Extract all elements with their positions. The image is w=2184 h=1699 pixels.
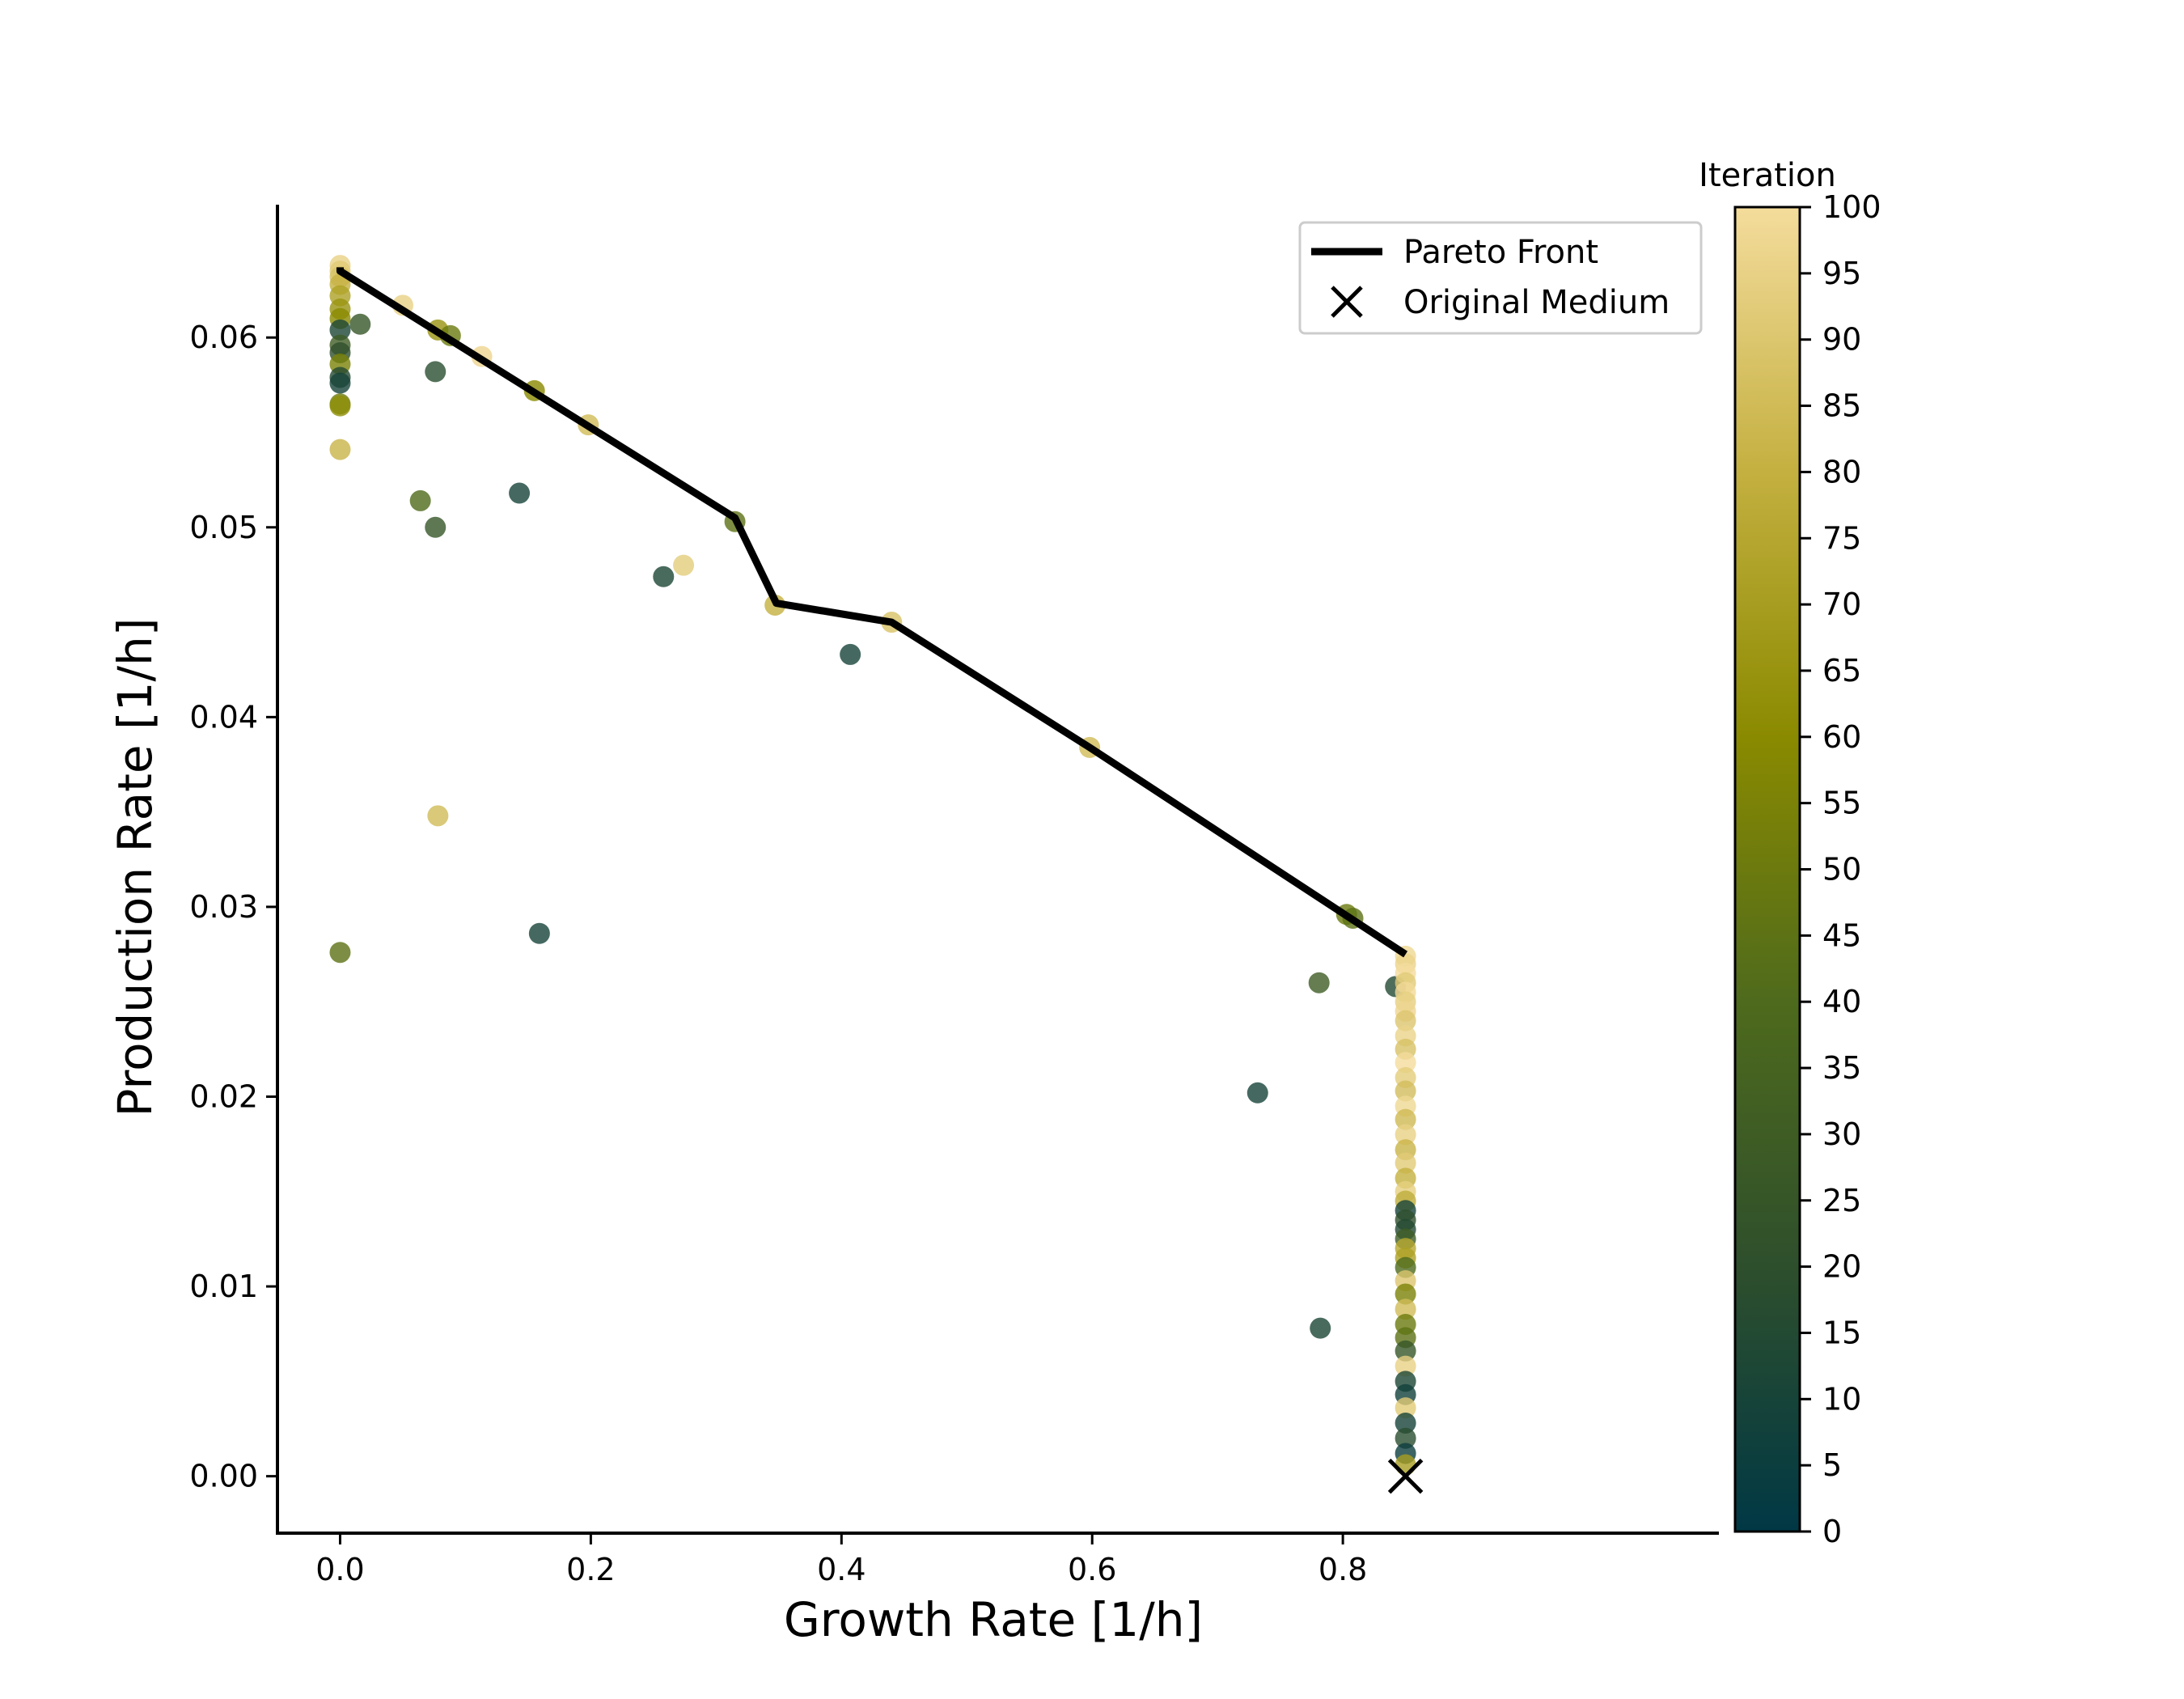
y-tick-label: 0.04	[189, 699, 258, 735]
data-point	[1395, 1427, 1416, 1449]
y-tick-label: 0.01	[189, 1269, 258, 1304]
colorbar-tick-label: 100	[1822, 189, 1881, 225]
data-point	[840, 643, 861, 665]
y-tick-label: 0.00	[189, 1459, 258, 1494]
colorbar-tick-label: 75	[1822, 520, 1861, 556]
pareto-front-layer	[336, 267, 1408, 958]
colorbar-tick-label: 50	[1822, 852, 1861, 888]
colorbar-tick-label: 10	[1822, 1381, 1861, 1417]
scatter-points	[329, 255, 1416, 1476]
x-tick-label: 0.2	[566, 1552, 615, 1587]
colorbar-tick-label: 70	[1822, 587, 1861, 622]
colorbar-gradient	[1733, 205, 1801, 1533]
y-tick-label: 0.03	[189, 889, 258, 925]
data-point	[1395, 1454, 1416, 1476]
colorbar-tick-label: 20	[1822, 1249, 1861, 1285]
colorbar-tick-label: 65	[1822, 653, 1861, 688]
x-tick-label: 0.4	[817, 1552, 866, 1587]
data-point	[329, 942, 351, 964]
data-point	[1395, 1152, 1416, 1174]
data-point	[1246, 1082, 1268, 1104]
data-point	[1395, 1340, 1416, 1362]
colorbar-tick-label: 95	[1822, 256, 1861, 291]
data-point	[329, 439, 351, 460]
x-tick-label: 0.0	[315, 1552, 364, 1587]
data-point	[1395, 1397, 1416, 1419]
colorbar-tick-label: 40	[1822, 984, 1861, 1019]
data-point	[425, 361, 447, 383]
data-point	[1395, 1010, 1416, 1032]
data-point	[1395, 1412, 1416, 1434]
data-point	[1395, 1108, 1416, 1130]
y-tick-label: 0.06	[189, 320, 258, 355]
x-tick-label: 0.6	[1068, 1552, 1116, 1587]
data-point	[1395, 1052, 1416, 1074]
data-point	[349, 313, 371, 335]
data-point	[329, 395, 351, 417]
data-point	[528, 922, 550, 944]
legend-box	[1298, 221, 1703, 335]
x-axis-label: Growth Rate [1/h]	[784, 1592, 1203, 1647]
original-medium-marker	[1387, 1458, 1424, 1494]
data-point	[427, 805, 449, 827]
data-point	[1310, 1317, 1331, 1339]
colorbar-tick-label: 60	[1822, 719, 1861, 755]
colorbar-tick-label: 85	[1822, 388, 1861, 424]
y-axis-label: Production Rate [1/h]	[108, 618, 163, 1117]
colorbar-tick-label: 30	[1822, 1116, 1861, 1152]
colorbar-tick-label: 0	[1822, 1514, 1842, 1549]
data-point	[329, 372, 351, 394]
colorbar-tick-label: 45	[1822, 917, 1861, 953]
data-point	[509, 482, 531, 504]
colorbar-tick-label: 80	[1822, 454, 1861, 489]
data-point	[1308, 972, 1330, 994]
data-point	[425, 516, 447, 538]
legend: Pareto Front Original Medium	[1298, 221, 1703, 335]
pareto-front-line	[336, 267, 1408, 958]
data-point	[1395, 1080, 1416, 1102]
data-point	[673, 554, 695, 576]
legend-label-original: Original Medium	[1403, 284, 1670, 321]
y-tick-label: 0.05	[189, 510, 258, 545]
data-point	[329, 319, 351, 341]
colorbar-title: Iteration	[1699, 157, 1836, 194]
colorbar-tick-label: 55	[1822, 786, 1861, 821]
data-point	[1395, 1283, 1416, 1305]
colorbar-tick-label: 25	[1822, 1183, 1861, 1218]
data-point	[409, 489, 431, 511]
x-tick-label: 0.8	[1318, 1552, 1367, 1587]
data-point	[653, 566, 675, 587]
original-medium-layer	[1387, 1458, 1424, 1494]
data-point	[1395, 1299, 1416, 1320]
data-point	[1395, 1355, 1416, 1377]
colorbar-tick-label: 90	[1822, 322, 1861, 358]
colorbar: Iteration 0 5 10 15 20 25 30 35 40 45 50 55 60 65 70 75 8…	[1699, 157, 1881, 1549]
axes: 0.0 0.2 0.4 0.6 0.8 0.00 0.01 0.02 0.03 0.04 0.05 0…	[189, 205, 1719, 1587]
colorbar-tick-label: 15	[1822, 1315, 1861, 1350]
y-tick-label: 0.02	[189, 1078, 258, 1114]
legend-swatch-original	[1331, 286, 1363, 318]
data-point	[1395, 1124, 1416, 1146]
colorbar-tick-label: 35	[1822, 1050, 1861, 1086]
legend-label-pareto: Pareto Front	[1403, 234, 1598, 271]
colorbar-tick-label: 5	[1822, 1447, 1842, 1483]
